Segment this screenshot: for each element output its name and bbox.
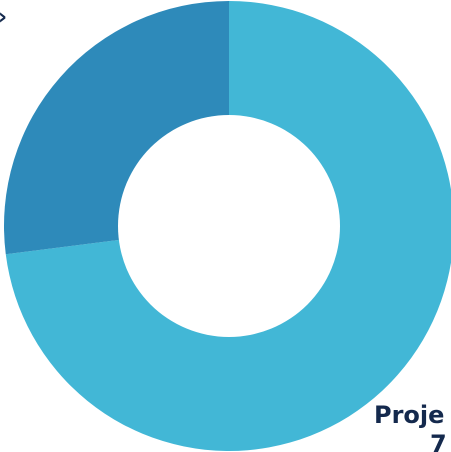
donut-hole xyxy=(118,115,340,337)
corner-mark: › xyxy=(0,5,7,30)
slice-label: Proje xyxy=(374,401,444,429)
donut-slice-1[interactable] xyxy=(5,1,451,451)
slice-value-label: 7 xyxy=(430,430,447,452)
